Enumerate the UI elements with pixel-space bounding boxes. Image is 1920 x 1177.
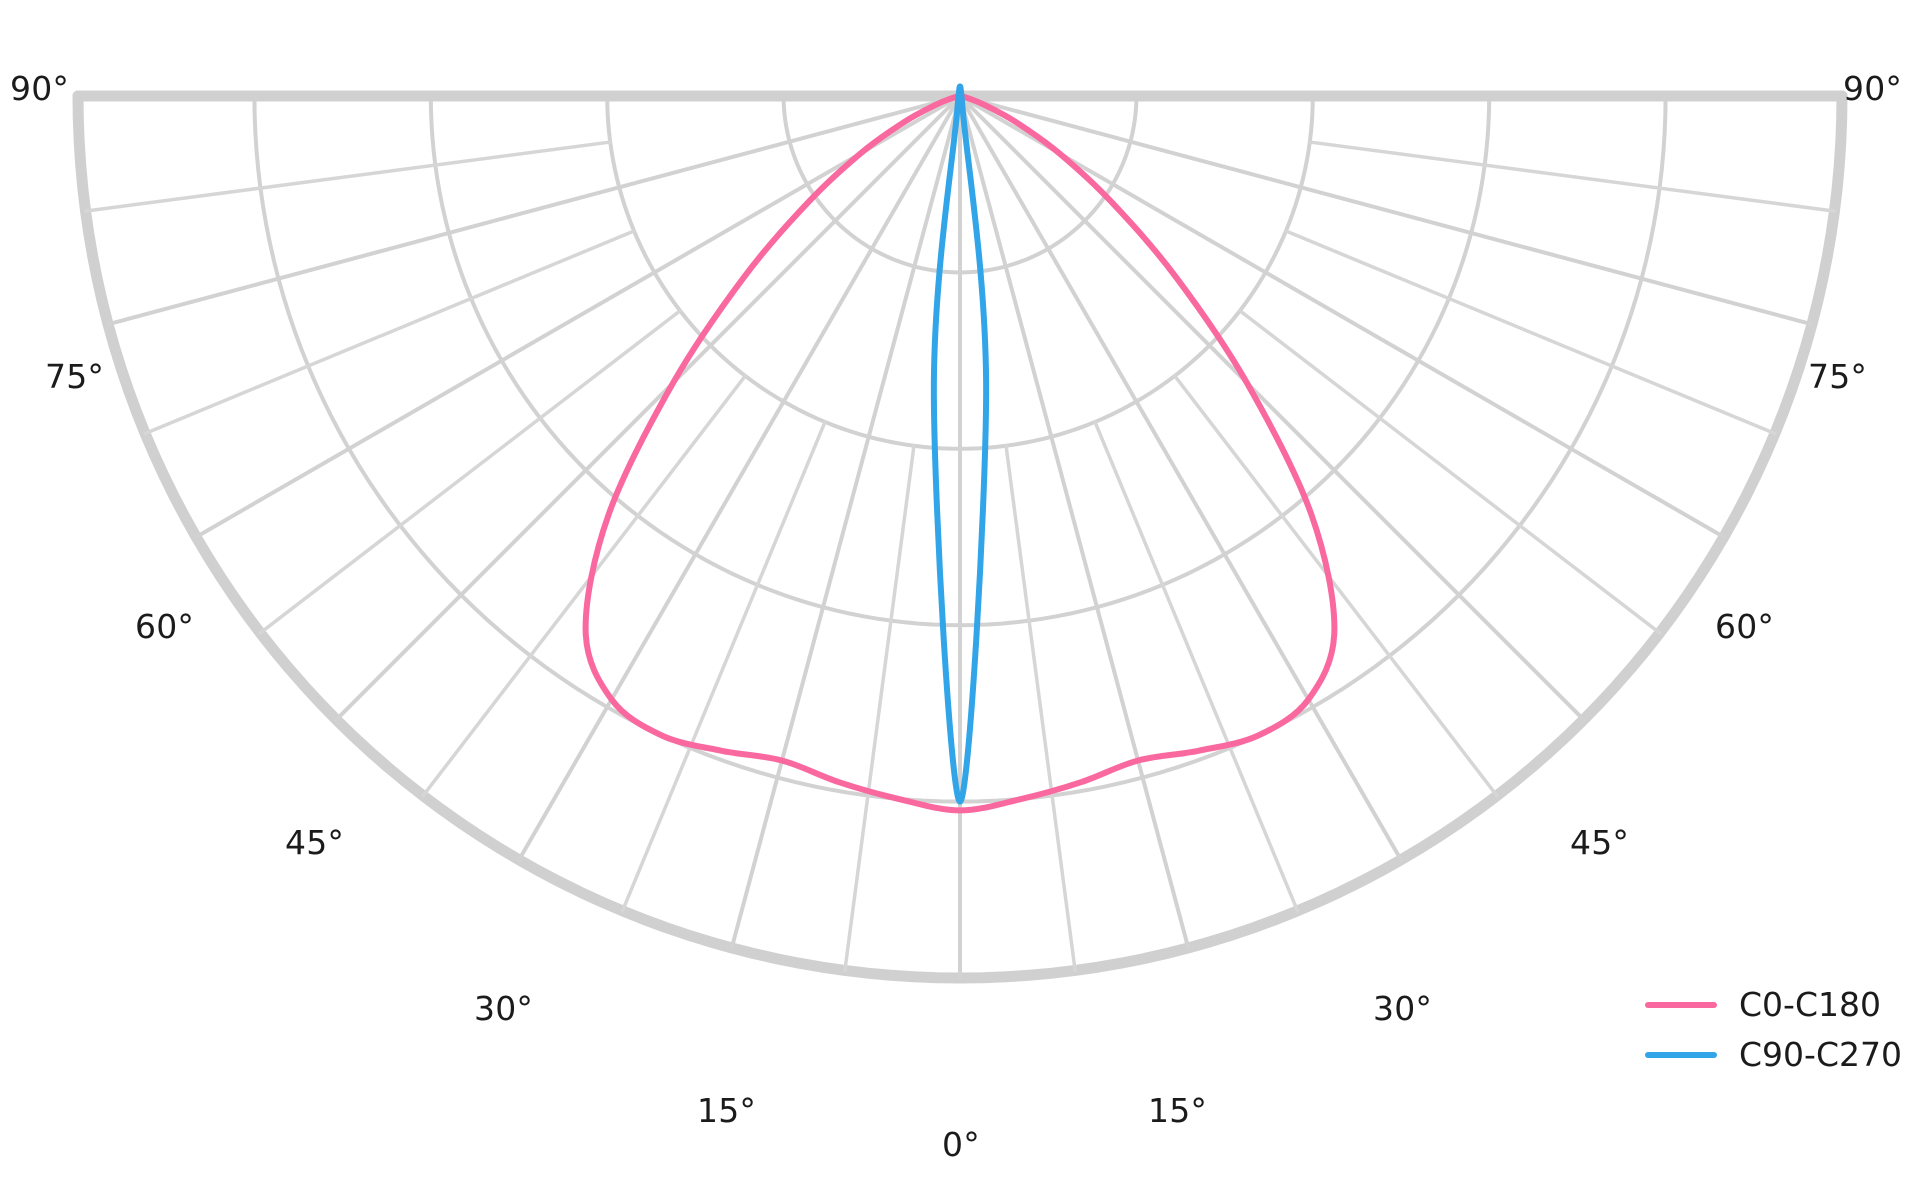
- chart-legend: C0-C180 C90-C270: [1645, 988, 1902, 1071]
- grid-spoke-minor--67.5: [143, 229, 636, 436]
- axis-label-center-0: 0°: [942, 1125, 980, 1164]
- axis-label-left-90: 90°: [10, 69, 70, 108]
- grid-spoke-minor-82.5: [1308, 140, 1837, 213]
- grid-spoke-minor-22.5: [1093, 420, 1300, 913]
- axis-label-right-60: 60°: [1715, 607, 1775, 646]
- axis-label-left-45: 45°: [285, 823, 345, 862]
- grid-spoke-minor-37.5: [1173, 374, 1499, 798]
- polar-series: [582, 83, 1338, 814]
- grid-spoke--30: [517, 94, 962, 862]
- grid-spoke-minor-52.5: [1238, 309, 1662, 635]
- grid-spoke-minor-7.5: [1004, 444, 1077, 973]
- legend-swatch-c90-c270: [1645, 1051, 1717, 1058]
- grid-spoke-minor--82.5: [83, 140, 612, 213]
- grid-spoke-minor--7.5: [843, 444, 916, 973]
- grid-spoke--45: [334, 94, 962, 722]
- grid-spoke-minor--37.5: [421, 374, 747, 798]
- axis-label-left-75: 75°: [45, 357, 105, 396]
- grid-spoke--15: [729, 94, 962, 950]
- axis-label-left-60: 60°: [135, 607, 195, 646]
- legend-swatch-c0-c180: [1645, 1001, 1717, 1008]
- axis-label-right-75: 75°: [1808, 357, 1868, 396]
- grid-spoke--60: [194, 94, 962, 539]
- axis-label-right-15: 15°: [1148, 1091, 1208, 1130]
- grid-spoke-60: [958, 94, 1726, 539]
- grid-spoke-15: [958, 94, 1191, 950]
- grid-spoke-minor-67.5: [1284, 229, 1777, 436]
- legend-item-c0-c180[interactable]: C0-C180: [1645, 988, 1902, 1021]
- grid-spoke-minor--52.5: [258, 309, 682, 635]
- axis-label-right-30: 30°: [1373, 989, 1433, 1028]
- polar-grid: [72, 90, 1848, 984]
- grid-spoke-45: [958, 94, 1586, 722]
- series-curve-c0-c180: [582, 92, 1338, 814]
- series-curve-c90-c270: [930, 83, 990, 805]
- grid-spoke-minor--22.5: [620, 420, 827, 913]
- axis-label-left-15: 15°: [697, 1091, 757, 1130]
- grid-spoke-30: [958, 94, 1403, 862]
- axis-label-right-45: 45°: [1570, 823, 1630, 862]
- grid-spoke-75: [958, 94, 1814, 327]
- legend-item-c90-c270[interactable]: C90-C270: [1645, 1038, 1902, 1071]
- legend-label-c90-c270: C90-C270: [1739, 1035, 1902, 1074]
- legend-label-c0-c180: C0-C180: [1739, 985, 1881, 1024]
- axis-label-right-90: 90°: [1843, 69, 1903, 108]
- axis-label-left-30: 30°: [474, 989, 534, 1028]
- grid-spoke--75: [106, 94, 962, 327]
